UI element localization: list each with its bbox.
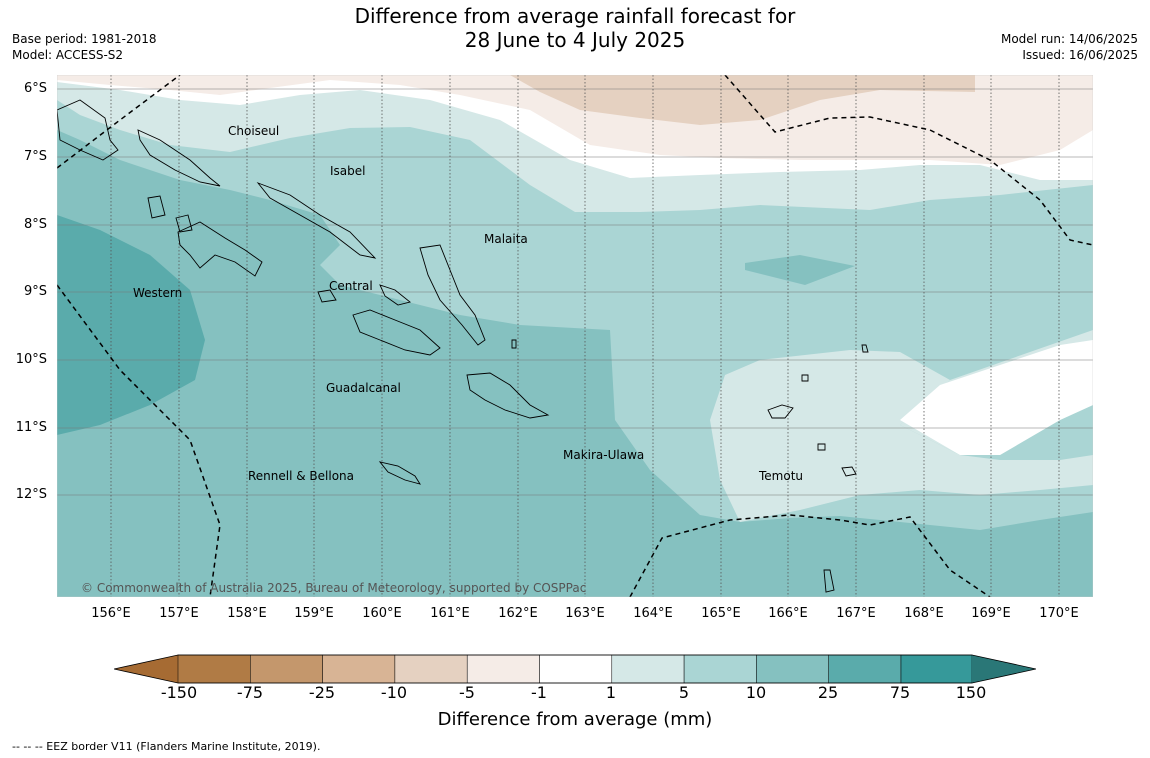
island-russell <box>317 289 337 303</box>
island-isabel <box>256 182 377 259</box>
island-tinakula <box>817 443 826 451</box>
colorbar-label: -150 <box>160 683 198 702</box>
label-isabel: Isabel <box>330 164 365 178</box>
lon-label-160e: 160°E <box>362 606 402 621</box>
island-vanikoro <box>841 466 857 477</box>
island-sikaiana <box>861 344 869 353</box>
rainfall-contours <box>57 75 1093 597</box>
label-malaita: Malaita <box>484 232 528 246</box>
colorbar-label: -75 <box>236 683 264 702</box>
label-choiseul: Choiseul <box>228 124 279 138</box>
colorbar-label: 25 <box>817 683 839 702</box>
colorbar-label: 5 <box>678 683 690 702</box>
colorbar-swatch <box>900 654 973 684</box>
island-rennell <box>378 461 421 485</box>
colorbar-label: 1 <box>605 683 617 702</box>
chart-title: Difference from average rainfall forecas… <box>0 4 1150 52</box>
island-vella-lavella <box>147 195 166 219</box>
issued-date: Issued: 16/06/2025 <box>1022 48 1138 62</box>
lat-label-9s: 9°S <box>23 284 47 299</box>
lat-label-6s: 6°S <box>23 81 47 96</box>
islands <box>57 99 869 593</box>
island-ndeni <box>767 404 794 419</box>
lon-label-164e: 164°E <box>633 606 673 621</box>
lon-label-162e: 162°E <box>498 606 538 621</box>
rainfall-map: Choiseul Isabel Malaita Western Central … <box>57 75 1093 597</box>
label-rennell-bellona: Rennell & Bellona <box>248 469 354 483</box>
eez-legend-note: -- -- -- EEZ border V11 (Flanders Marine… <box>12 740 321 753</box>
label-western: Western <box>133 286 182 300</box>
base-period: Base period: 1981-2018 <box>12 32 157 46</box>
lon-label-159e: 159°E <box>294 606 334 621</box>
colorbar-swatch <box>177 654 251 684</box>
colorbar-label: -10 <box>380 683 408 702</box>
colorbar-swatch <box>611 654 685 684</box>
lon-label-169e: 169°E <box>971 606 1011 621</box>
island-malaita <box>419 244 486 346</box>
colorbar-swatch <box>756 654 829 684</box>
lon-label-163e: 163°E <box>565 606 605 621</box>
colorbar-title: Difference from average (mm) <box>437 709 713 730</box>
lon-label-168e: 168°E <box>904 606 944 621</box>
colorbar-label: 150 <box>955 683 987 702</box>
lon-gridlines <box>110 75 1060 597</box>
island-reef <box>801 374 809 382</box>
island-ulawa <box>511 339 517 349</box>
lat-label-11s: 11°S <box>15 420 47 435</box>
lon-label-170e: 170°E <box>1039 606 1079 621</box>
meta-right: Model run: 14/06/2025 Issued: 16/06/2025 <box>1001 31 1138 63</box>
lon-label-165e: 165°E <box>701 606 741 621</box>
lat-label-10s: 10°S <box>15 352 47 367</box>
island-makira <box>466 372 550 419</box>
lon-label-157e: 157°E <box>159 606 199 621</box>
lat-gridlines <box>57 88 1093 496</box>
island-anuta <box>823 569 835 593</box>
colorbar-swatch <box>250 654 323 684</box>
eez-border <box>57 75 1093 597</box>
label-guadalcanal: Guadalcanal <box>326 381 401 395</box>
colorbar-swatch <box>394 654 468 684</box>
colorbar-label: -5 <box>459 683 475 702</box>
island-ngella <box>379 284 411 306</box>
title-line-1: Difference from average rainfall forecas… <box>354 4 796 28</box>
colorbar-swatch <box>466 654 540 684</box>
island-bougainville <box>57 99 119 161</box>
model-run: Model run: 14/06/2025 <box>1000 32 1138 46</box>
lon-label-167e: 167°E <box>836 606 876 621</box>
lon-label-158e: 158°E <box>227 606 267 621</box>
lat-label-12s: 12°S <box>15 487 47 502</box>
meta-left: Base period: 1981-2018 Model: ACCESS-S2 <box>12 31 157 63</box>
colorbar <box>114 654 1036 684</box>
colorbar-swatch <box>683 654 757 684</box>
island-choiseul <box>137 129 221 187</box>
label-temotu: Temotu <box>758 469 803 483</box>
colorbar-swatch <box>828 654 902 684</box>
colorbar-label: -25 <box>308 683 336 702</box>
region-labels: Choiseul Isabel Malaita Western Central … <box>133 124 803 483</box>
label-makira-ulawa: Makira-Ulawa <box>563 448 644 462</box>
island-guadalcanal <box>352 309 441 356</box>
colorbar-label: -1 <box>531 683 547 702</box>
colorbar-label: 75 <box>889 683 911 702</box>
island-new-georgia <box>177 221 263 277</box>
colorbar-label: 10 <box>745 683 767 702</box>
lon-label-166e: 166°E <box>768 606 808 621</box>
model-name: Model: ACCESS-S2 <box>12 48 124 62</box>
island-kolombangara <box>175 214 193 233</box>
lon-label-156e: 156°E <box>91 606 131 621</box>
colorbar-arrow-right <box>972 655 1036 683</box>
label-central: Central <box>329 279 373 293</box>
copyright-notice: © Commonwealth of Australia 2025, Bureau… <box>81 581 586 595</box>
lat-label-7s: 7°S <box>23 149 47 164</box>
lon-label-161e: 161°E <box>430 606 470 621</box>
colorbar-swatch <box>322 654 396 684</box>
lat-label-8s: 8°S <box>23 217 47 232</box>
colorbar-arrow-left <box>114 655 178 683</box>
colorbar-swatch <box>539 654 613 684</box>
title-line-2: 28 June to 4 July 2025 <box>464 28 686 52</box>
